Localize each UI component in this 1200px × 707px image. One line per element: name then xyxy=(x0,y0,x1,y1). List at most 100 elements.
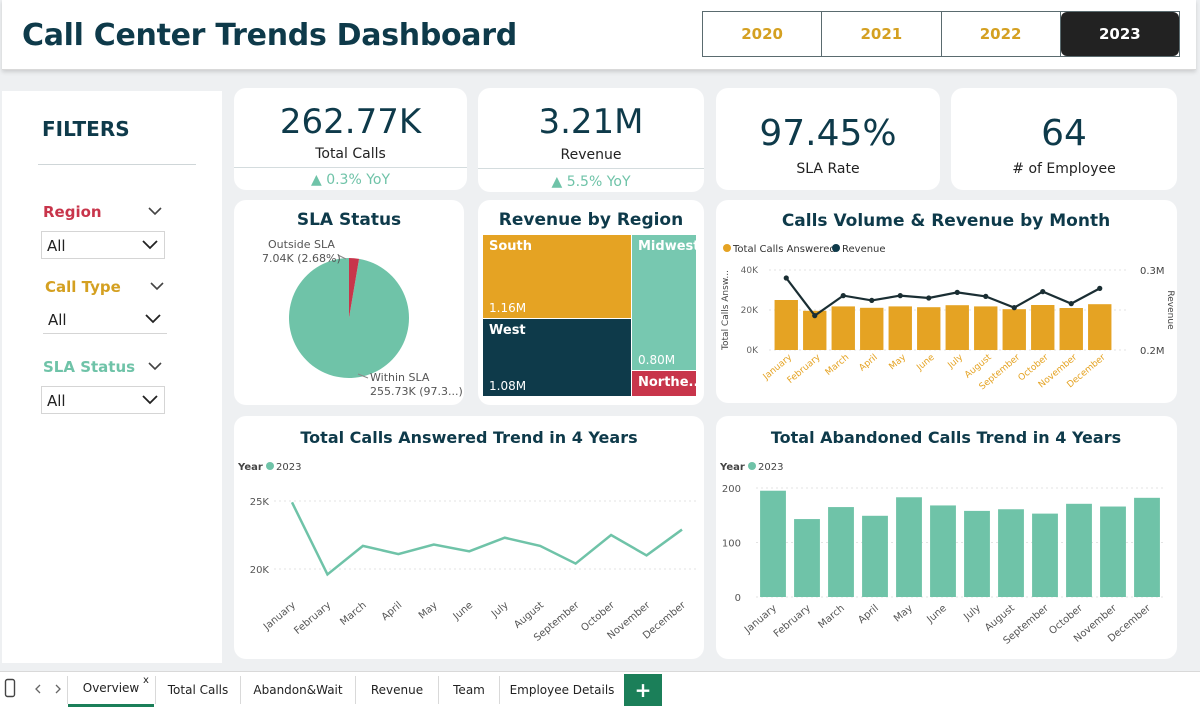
region-select-value: All xyxy=(47,237,66,255)
year-button-2021[interactable]: 2021 xyxy=(822,12,942,56)
tab-overview[interactable]: Overview xyxy=(68,672,154,707)
call-type-filter-label: Call Type xyxy=(45,278,121,296)
x-tick-label: February xyxy=(292,600,333,637)
treemap-label-west: West xyxy=(489,323,526,338)
abandoned-calls-trend-card: Total Abandoned Calls Trend in 4 Years Y… xyxy=(716,416,1177,659)
call-type-collapse-chevron-icon[interactable] xyxy=(150,281,164,291)
call-type-select[interactable]: All xyxy=(43,306,167,334)
x-tick-label: July xyxy=(946,352,966,371)
revenue-point[interactable] xyxy=(954,289,960,295)
treemap-tile-midwest[interactable]: Midwest 0.80M xyxy=(632,235,699,370)
bar-abandoned-calls[interactable] xyxy=(1032,513,1058,597)
legend-marker-2023 xyxy=(748,462,756,470)
bar-calls-answered[interactable] xyxy=(1031,305,1055,350)
y2-axis-label: Revenue xyxy=(1165,290,1175,330)
chevron-down-icon xyxy=(142,395,158,405)
tab-team[interactable]: Team xyxy=(439,672,499,707)
y-tick-label: 40K xyxy=(741,266,759,276)
filters-title: FILTERS xyxy=(42,117,130,141)
x-tick-label: June xyxy=(914,352,937,373)
legend-title: Year xyxy=(719,462,745,473)
add-page-button[interactable]: + xyxy=(624,674,662,706)
bar-calls-answered[interactable] xyxy=(945,305,969,350)
kpi-card-employees: 64 # of Employee xyxy=(951,88,1177,190)
revenue-point[interactable] xyxy=(1068,301,1074,307)
bar-abandoned-calls[interactable] xyxy=(930,505,956,597)
revenue-point[interactable] xyxy=(1040,289,1046,295)
bar-calls-answered[interactable] xyxy=(831,306,855,350)
bar-abandoned-calls[interactable] xyxy=(794,519,820,597)
sla-status-select[interactable]: All xyxy=(41,386,165,414)
sla-status-filter-label: SLA Status xyxy=(43,358,136,376)
treemap-value-south: 1.16M xyxy=(489,301,527,315)
tab-team-label: Team xyxy=(453,682,485,697)
treemap-tile-west[interactable]: West 1.08M xyxy=(483,319,631,396)
revenue-point[interactable] xyxy=(1097,285,1103,291)
mobile-layout-icon[interactable] xyxy=(4,678,16,698)
revenue-point[interactable] xyxy=(812,313,818,319)
bar-abandoned-calls[interactable] xyxy=(862,515,888,597)
bar-calls-answered[interactable] xyxy=(860,307,884,350)
revenue-point[interactable] xyxy=(840,293,846,299)
bar-abandoned-calls[interactable] xyxy=(896,497,922,597)
year-button-2022[interactable]: 2022 xyxy=(941,12,1061,56)
revenue-point[interactable] xyxy=(983,293,989,299)
bar-abandoned-calls[interactable] xyxy=(1134,497,1160,597)
tab-scroll-right-icon[interactable] xyxy=(54,684,62,694)
tab-scroll-left-icon[interactable] xyxy=(34,684,42,694)
year-button-2023[interactable]: 2023 xyxy=(1060,12,1179,56)
kpi-divider xyxy=(478,168,704,169)
bar-abandoned-calls[interactable] xyxy=(760,490,786,597)
tab-abandon-wait[interactable]: Abandon&Wait xyxy=(241,672,355,707)
outside-sla-value: 7.04K (2.68%) xyxy=(262,252,341,265)
y-tick-label: 0K xyxy=(746,346,759,356)
bar-calls-answered[interactable] xyxy=(888,306,912,350)
bar-calls-answered[interactable] xyxy=(803,310,827,350)
tab-revenue[interactable]: Revenue xyxy=(356,672,438,707)
bar-abandoned-calls[interactable] xyxy=(1066,503,1092,597)
within-sla-value: 255.73K (97.3...) xyxy=(370,385,463,398)
revenue-point[interactable] xyxy=(897,293,903,299)
year-button-2020[interactable]: 2020 xyxy=(703,12,823,56)
tab-employee-details[interactable]: Employee Details xyxy=(500,672,624,707)
bar-calls-answered[interactable] xyxy=(1002,309,1026,350)
revenue-point[interactable] xyxy=(783,275,789,281)
y-tick-label: 0 xyxy=(735,593,741,604)
tab-separator xyxy=(67,676,68,704)
close-tab-icon[interactable]: x xyxy=(143,675,149,686)
treemap-value-west: 1.08M xyxy=(489,379,527,393)
abandoned-calls-trend-title: Total Abandoned Calls Trend in 4 Years xyxy=(771,428,1121,447)
bar-calls-answered[interactable] xyxy=(1059,308,1083,350)
within-sla-label: Within SLA xyxy=(370,371,430,384)
bar-calls-answered[interactable] xyxy=(917,307,941,350)
pie-slice-outside-sla[interactable] xyxy=(349,258,360,318)
revenue-point[interactable] xyxy=(926,295,932,301)
total-calls-yoy-text: 0.3% YoY xyxy=(326,172,391,188)
region-select[interactable]: All xyxy=(41,231,165,259)
kpi-card-total-calls: 262.77K Total Calls ▲ 0.3% YoY xyxy=(234,88,467,190)
bar-calls-answered[interactable] xyxy=(974,306,998,350)
region-collapse-chevron-icon[interactable] xyxy=(148,206,162,216)
bar-abandoned-calls[interactable] xyxy=(964,510,990,597)
tab-separator xyxy=(240,676,241,704)
region-filter-label: Region xyxy=(43,203,102,221)
sla-status-collapse-chevron-icon[interactable] xyxy=(148,361,162,371)
bar-calls-answered[interactable] xyxy=(774,300,798,350)
revenue-point[interactable] xyxy=(869,297,875,303)
revenue-by-region-card: Revenue by Region South 1.16M Midwest 0.… xyxy=(478,200,704,405)
treemap-label-northeast: Northe... xyxy=(638,375,704,390)
abandoned-calls-trend-chart: Total Abandoned Calls Trend in 4 Years Y… xyxy=(719,428,1164,647)
page-title: Call Center Trends Dashboard xyxy=(22,18,517,53)
treemap-value-midwest: 0.80M xyxy=(638,353,676,367)
x-tick-label: March xyxy=(338,600,368,628)
bar-calls-answered[interactable] xyxy=(1088,304,1112,350)
up-triangle-icon: ▲ xyxy=(310,172,322,188)
treemap-tile-northeast[interactable]: Northe... xyxy=(632,371,703,396)
x-tick-label: April xyxy=(380,600,405,623)
bar-abandoned-calls[interactable] xyxy=(998,509,1024,597)
bar-abandoned-calls[interactable] xyxy=(828,507,854,597)
revenue-point[interactable] xyxy=(1011,305,1017,311)
treemap-tile-south[interactable]: South 1.16M xyxy=(483,235,631,318)
tab-total-calls[interactable]: Total Calls xyxy=(156,672,240,707)
bar-abandoned-calls[interactable] xyxy=(1100,506,1126,597)
